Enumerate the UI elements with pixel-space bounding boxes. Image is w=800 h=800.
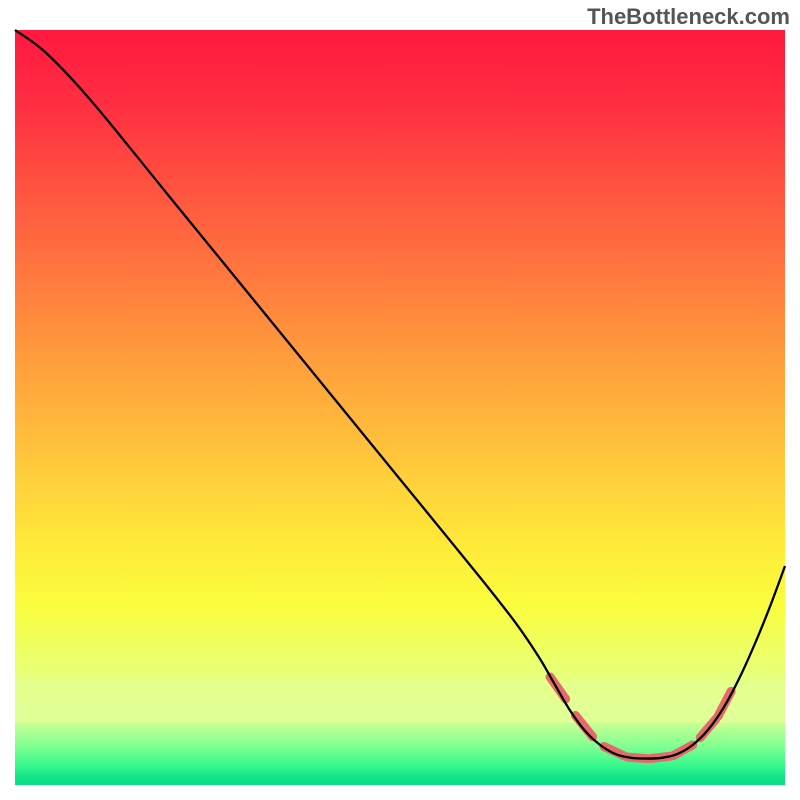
chart-container: TheBottleneck.com [0,0,800,800]
accent-band-upper [15,681,785,702]
bottleneck-curve-chart [0,0,800,800]
plot-background [15,30,785,785]
accent-band-lower [15,702,785,723]
watermark-text: TheBottleneck.com [587,4,790,30]
